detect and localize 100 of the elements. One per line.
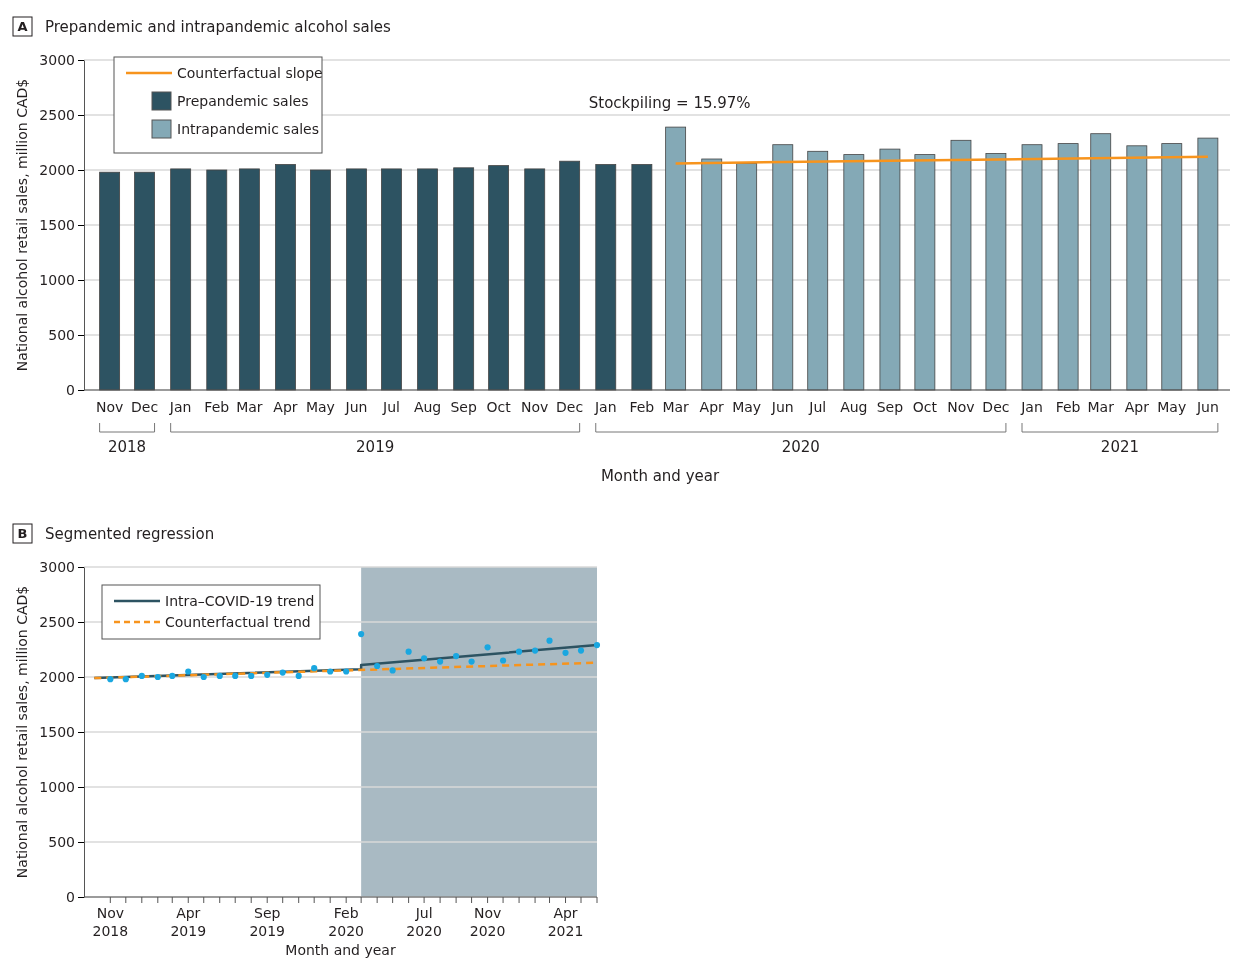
legend-label: Prepandemic sales [177, 93, 309, 109]
annotation: Stockpiling = 15.97% [588, 94, 751, 113]
y-tick-label: 1000 [39, 778, 75, 795]
bar [453, 167, 475, 391]
x-tick-label: Mar [1087, 399, 1115, 415]
bar [346, 168, 367, 391]
x-tick-label: Jul [382, 399, 400, 415]
point [468, 658, 475, 665]
x-tick-label: Apr 2021 [547, 905, 584, 939]
y-tick-label: 1500 [39, 723, 75, 740]
x-tick-label: Sep [876, 399, 904, 415]
y-tick-label: 3000 [39, 558, 75, 575]
x-tick-label: Mar [662, 399, 690, 415]
chart-title: Prepandemic and intrapandemic alcohol sales [45, 18, 392, 36]
point [248, 672, 255, 679]
y-tick-label: 0 [66, 381, 75, 398]
point [327, 668, 334, 675]
y-tick-label: 1000 [39, 271, 75, 288]
point [107, 676, 114, 683]
point [279, 669, 286, 676]
x-axis-title: Month and year [600, 467, 720, 485]
point [405, 648, 412, 655]
text: 2021 [1100, 438, 1140, 456]
legend-label: Counterfactual slope [177, 65, 323, 81]
point [531, 647, 539, 654]
x-tick-label: May [305, 399, 335, 415]
x-tick-label: Apr [699, 399, 725, 415]
bar [310, 169, 331, 391]
y-tick-label: 2000 [39, 668, 75, 685]
point [577, 647, 585, 654]
x-tick-label: Nov 2020 [469, 905, 506, 939]
x-tick-label: Jun [344, 399, 368, 415]
chart-title: Segmented regression [45, 525, 215, 543]
x-tick-label: Feb 2020 [328, 905, 364, 939]
x-tick-label: May [732, 399, 762, 415]
x-tick-label: Feb [1055, 399, 1081, 415]
text: 2019 [356, 438, 395, 456]
y-axis-title: National alcohol retail sales, million CAD$ [14, 78, 30, 372]
bar [1126, 145, 1148, 391]
x-tick-label: Nov [95, 399, 124, 415]
point [122, 676, 129, 683]
x-tick-label: Dec [982, 399, 1010, 415]
text: 2018 [108, 438, 147, 456]
x-tick-label: Apr 2019 [170, 905, 207, 939]
bar [1161, 143, 1183, 391]
x-axis-title: Month and year [285, 942, 396, 958]
bar [417, 168, 438, 391]
point [499, 657, 507, 664]
x-tick-label: Nov 2018 [92, 905, 129, 939]
point [562, 649, 569, 656]
point [154, 673, 161, 681]
bar [559, 160, 581, 391]
x-tick-label: Jan [1020, 399, 1043, 415]
x-tick-label: Oct [486, 399, 512, 415]
y-tick-label: 3000 [39, 51, 75, 68]
point [515, 648, 523, 655]
point [484, 644, 491, 651]
bar [807, 150, 829, 391]
bar [1090, 133, 1112, 391]
bar [665, 126, 687, 391]
x-tick-label: Feb [204, 399, 230, 415]
bar [488, 165, 510, 391]
x-tick-label: Jan [593, 399, 617, 415]
bar [772, 144, 794, 391]
x-tick-label: Aug [840, 399, 868, 415]
bar [701, 158, 723, 391]
point [264, 671, 271, 678]
bar [914, 154, 936, 391]
bar [170, 168, 192, 391]
y-tick-label: 0 [66, 888, 75, 905]
point [343, 668, 350, 675]
x-tick-label: Dec [131, 399, 159, 415]
legend-label: Intra–COVID-19 trend [165, 593, 315, 609]
bar [985, 153, 1007, 391]
x-tick-label: Apr [1124, 399, 1150, 415]
x-tick-label: Mar [236, 399, 263, 415]
text: A [17, 19, 28, 34]
point [546, 637, 553, 644]
x-tick-label: Aug [413, 399, 442, 415]
point [311, 665, 318, 672]
x-tick-label: Dec [556, 399, 584, 415]
bar [238, 168, 260, 391]
legend-label: Intrapandemic sales [177, 121, 320, 137]
point [358, 631, 365, 638]
x-tick-label: Jul 2020 [406, 905, 442, 939]
bar [879, 148, 901, 391]
x-tick-label: Jun [1195, 399, 1219, 415]
point [437, 658, 444, 665]
bar [134, 171, 155, 391]
x-tick-label: May [1157, 399, 1187, 415]
y-tick-label: 2500 [39, 613, 75, 630]
point [374, 662, 381, 670]
bar [950, 139, 972, 391]
text: B [17, 526, 28, 541]
point [593, 642, 601, 649]
bar [99, 171, 121, 391]
x-tick-label: Oct [912, 399, 938, 415]
bar [524, 168, 546, 391]
point [421, 655, 428, 662]
point [295, 672, 302, 679]
